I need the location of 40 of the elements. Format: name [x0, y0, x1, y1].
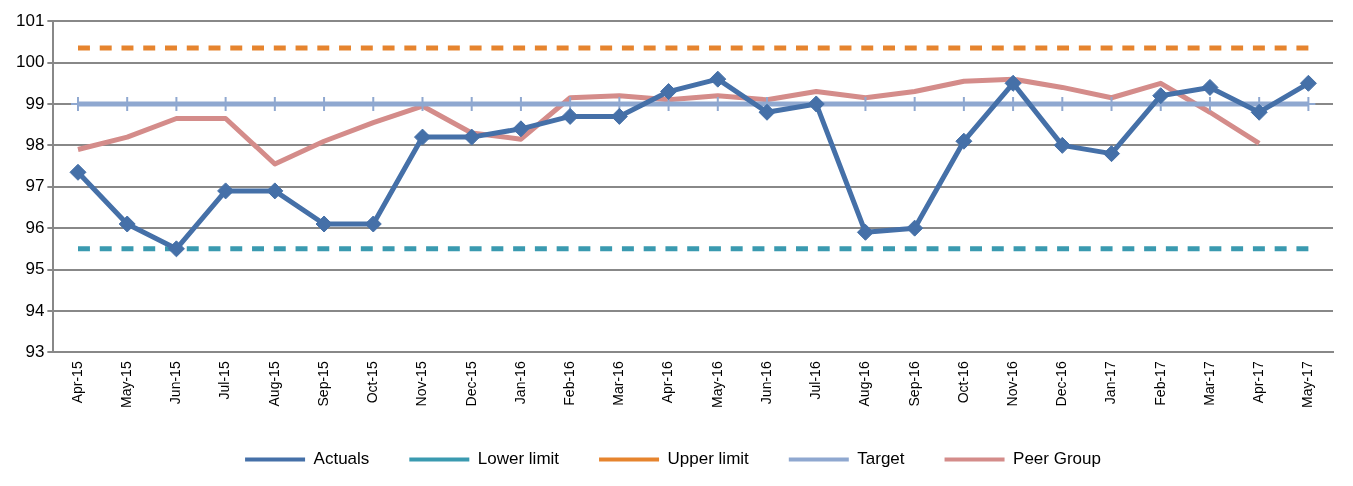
- x-tick-label: Nov-15: [413, 361, 430, 407]
- x-tick-label: Jan-16: [511, 361, 528, 405]
- x-tick-label: Dec-15: [462, 361, 479, 407]
- x-tick-label: Jan-17: [1102, 361, 1119, 405]
- x-tick-label: Apr-17: [1250, 361, 1267, 404]
- x-tick-label: Dec-16: [1053, 361, 1070, 407]
- x-tick-label: Aug-15: [265, 361, 282, 407]
- x-tick-label: Oct-15: [364, 361, 381, 404]
- y-tick-label: 95: [25, 259, 45, 279]
- x-tick-label: Apr-15: [68, 361, 85, 404]
- legend-label: Target: [857, 449, 905, 469]
- x-tick-label: Jun-16: [757, 361, 774, 405]
- y-tick-label: 97: [25, 176, 45, 196]
- legend-label: Lower limit: [477, 449, 560, 469]
- y-tick-label: 98: [25, 135, 45, 155]
- x-tick-label: Feb-17: [1151, 361, 1168, 406]
- x-tick-label: Sep-16: [905, 361, 922, 407]
- x-tick-label: May-16: [708, 361, 725, 408]
- x-tick-label: Jun-15: [167, 361, 184, 405]
- x-tick-label: Jul-16: [807, 361, 824, 400]
- x-tick-label: Mar-16: [610, 361, 627, 406]
- x-tick-label: Sep-15: [314, 361, 331, 407]
- x-tick-label: Nov-16: [1003, 361, 1020, 407]
- x-tick-label: May-15: [118, 361, 135, 408]
- y-tick-label: 101: [15, 10, 45, 30]
- x-tick-label: Mar-17: [1200, 361, 1217, 406]
- x-tick-label: Oct-16: [954, 361, 971, 404]
- y-tick-label: 93: [25, 342, 45, 361]
- x-tick-label: May-17: [1299, 361, 1316, 408]
- x-tick-label: Apr-16: [659, 361, 676, 404]
- x-tick-label: Feb-16: [561, 361, 577, 406]
- y-tick-label: 100: [15, 52, 45, 72]
- y-tick-label: 99: [25, 93, 45, 113]
- legend-label: Actuals: [313, 449, 370, 469]
- legend-label: Upper limit: [667, 449, 750, 469]
- x-tick-label: Jul-15: [216, 361, 233, 400]
- y-tick-label: 94: [25, 300, 45, 320]
- legend-label: Peer Group: [1013, 449, 1101, 469]
- x-tick-label: Aug-16: [856, 361, 873, 407]
- y-tick-label: 96: [25, 217, 45, 237]
